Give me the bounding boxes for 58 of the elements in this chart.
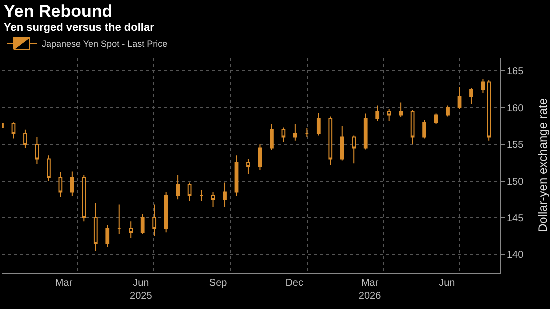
candlestick: [316, 112, 321, 136]
candlestick: [176, 174, 180, 200]
y-tick-label: 140: [507, 250, 524, 262]
candlestick: [164, 192, 168, 234]
candlestick: [223, 182, 227, 208]
candlestick: [294, 124, 298, 142]
x-tick-label: Dec: [286, 278, 304, 289]
candlestick: [188, 182, 192, 202]
candlestick: [270, 124, 274, 151]
legend-label: Japanese Yen Spot - Last Price: [42, 39, 168, 50]
x-tick-label: Mar: [55, 278, 74, 289]
candlestick: [258, 144, 262, 171]
candlestick: [446, 105, 450, 118]
candlestick: [94, 202, 98, 252]
candlestick: [376, 105, 380, 122]
candlestick: [487, 80, 492, 142]
y-tick-label: 160: [507, 103, 524, 114]
candlestick: [152, 204, 157, 237]
candlestick: [387, 108, 392, 122]
y-axis-title: Dollar-yen exchange rate: [536, 98, 550, 233]
y-tick-label: 165: [507, 66, 524, 78]
candlestick: [24, 129, 28, 149]
candlestick: [140, 214, 145, 235]
candlestick: [106, 224, 110, 248]
candlestick: [58, 172, 63, 198]
candlestick: [340, 126, 344, 162]
x-tick-label: Mar 2026: [358, 278, 382, 302]
candlestick: [200, 190, 204, 202]
x-tick-label: Jun 2025: [130, 278, 153, 302]
y-tick-label: 150: [507, 176, 524, 188]
candlestick: [328, 116, 333, 166]
candlestick: [117, 204, 122, 235]
candlestick: [399, 102, 404, 118]
candlestick: [470, 88, 474, 105]
candlestick: [422, 120, 426, 140]
candlestick: [211, 192, 216, 208]
candlestick: [305, 128, 310, 138]
y-tick-label: 155: [507, 140, 524, 152]
x-tick-label: Jun: [439, 278, 456, 289]
candlestick: [234, 155, 239, 196]
candlestick: [434, 113, 438, 125]
candlestick: [47, 155, 51, 182]
candlestick: [410, 110, 415, 146]
x-tick-label: Sep: [209, 278, 228, 289]
y-tick-label: 145: [507, 213, 524, 224]
candlestick: [35, 136, 40, 165]
candlestick: [481, 78, 486, 94]
candlestick: [364, 113, 368, 150]
candlestick: [458, 86, 462, 110]
candlestick: [246, 158, 250, 174]
chart-subtitle: Yen surged versus the dollar: [4, 22, 156, 34]
candlestick: [129, 221, 134, 240]
candlestick: [12, 122, 16, 140]
candlestick: [352, 135, 356, 164]
candlestick: [70, 171, 74, 196]
chart-title: Yen Rebound: [4, 2, 113, 21]
candlestick: [282, 127, 286, 143]
candlestick: [82, 174, 86, 222]
